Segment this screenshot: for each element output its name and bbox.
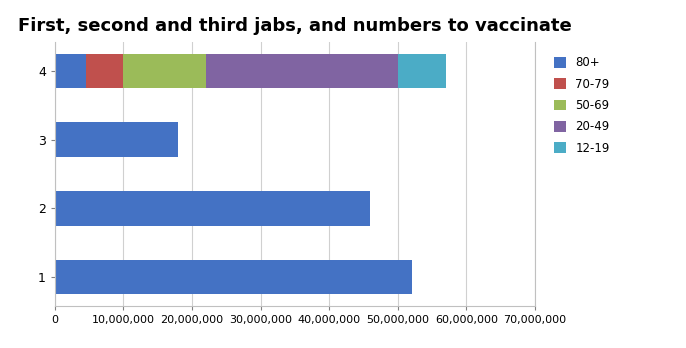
Bar (55, 54, 86, 88)
Bar (123, 54, 206, 88)
Legend: 80+, 70-79, 50-69, 20-49, 12-19: 80+, 70-79, 50-69, 20-49, 12-19 (551, 53, 613, 158)
Bar (55, 260, 412, 294)
Title: First, second and third jabs, and numbers to vaccinate: First, second and third jabs, and number… (18, 17, 572, 35)
Bar (55, 122, 178, 157)
Bar (86, 54, 123, 88)
Bar (398, 54, 446, 88)
Bar (206, 54, 398, 88)
Bar (55, 191, 370, 226)
